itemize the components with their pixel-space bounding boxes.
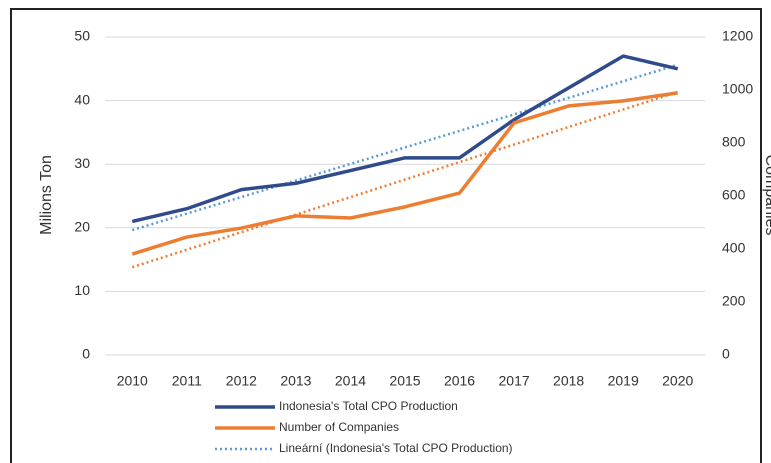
- x-tick-label: 2011: [172, 373, 202, 389]
- x-tick-label: 2017: [499, 373, 530, 389]
- x-tick-label: 2010: [117, 373, 148, 389]
- y-tick-label: 50: [74, 28, 90, 44]
- legend-label: Number of Companies: [279, 420, 399, 434]
- series-line: [131, 54, 679, 224]
- y2-tick-label: 400: [722, 240, 746, 256]
- x-tick-label: 2013: [280, 373, 311, 389]
- y-tick-label: 20: [74, 219, 90, 235]
- trendline: [131, 90, 679, 269]
- y2-axis-title: Companies: [762, 155, 771, 236]
- y2-tick-label: 1200: [722, 28, 753, 44]
- legend-label: Indonesia's Total CPO Production: [279, 399, 458, 413]
- y-tick-label: 40: [74, 91, 90, 107]
- x-tick-label: 2016: [444, 373, 475, 389]
- y-tick-label: 10: [74, 282, 90, 298]
- legend: Indonesia's Total CPO Production Number o…: [215, 399, 513, 455]
- y-axis-title: Milions Ton: [38, 155, 55, 235]
- chart-border: [10, 8, 762, 463]
- y-tick-label: 0: [82, 346, 90, 362]
- y2-tick-label: 0: [722, 346, 730, 362]
- x-tick-label: 2019: [608, 373, 639, 389]
- x-tick-label: 2018: [553, 373, 584, 389]
- y-tick-label: 30: [74, 155, 90, 171]
- series-line: [131, 91, 678, 256]
- y2-tick-label: 200: [722, 293, 746, 309]
- x-tick-label: 2012: [226, 373, 257, 389]
- x-tick-label: 2020: [662, 373, 693, 389]
- legend-label: Lineární (Indonesia's Total CPO Producti…: [279, 441, 513, 455]
- x-tick-label: 2014: [335, 373, 366, 389]
- y2-tick-label: 1000: [722, 81, 753, 97]
- x-tick-label: 2015: [389, 373, 420, 389]
- y2-tick-label: 600: [722, 187, 746, 203]
- y2-tick-label: 800: [722, 134, 746, 150]
